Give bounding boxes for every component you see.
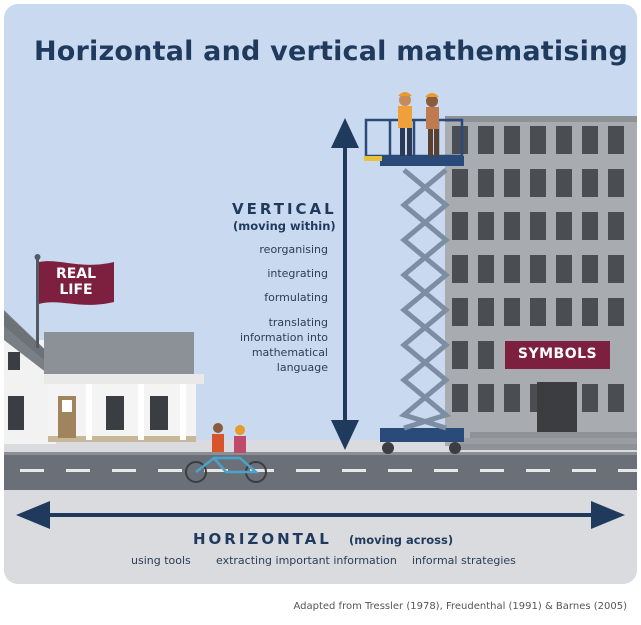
- symbols-sign: [505, 341, 610, 369]
- vertical-item: formulating: [264, 291, 328, 304]
- vertical-item: translating information into mathematica…: [239, 316, 328, 374]
- horizontal-item: informal strategies: [412, 554, 516, 567]
- vertical-item: reorganising: [259, 243, 328, 256]
- workers: [398, 92, 439, 156]
- page-title: Horizontal and vertical mathematising: [34, 36, 629, 67]
- flag-label-line2: LIFE: [59, 282, 93, 298]
- horizontal-arrow: [16, 501, 625, 529]
- vertical-item: integrating: [267, 267, 328, 280]
- scissor-lift: [364, 118, 464, 454]
- tandem-bicycle: [185, 423, 267, 483]
- symbols-label: SYMBOLS: [517, 346, 598, 362]
- house: [4, 310, 204, 444]
- vertical-subheading: (moving within): [233, 219, 336, 233]
- horizontal-item: extracting important information: [216, 554, 397, 567]
- road: [4, 452, 637, 490]
- horizontal-heading: HORIZONTAL: [193, 530, 332, 548]
- symbols-building: [445, 116, 637, 450]
- vertical-arrow: [331, 118, 359, 450]
- source-credit: Adapted from Tressler (1978), Freudentha…: [293, 601, 627, 612]
- horizontal-item: using tools: [131, 554, 191, 567]
- real-life-flag: [34, 254, 114, 348]
- vertical-heading: VERTICAL: [232, 200, 337, 218]
- flag-label-line1: REAL: [55, 266, 97, 282]
- horizontal-subheading: (moving across): [349, 533, 454, 547]
